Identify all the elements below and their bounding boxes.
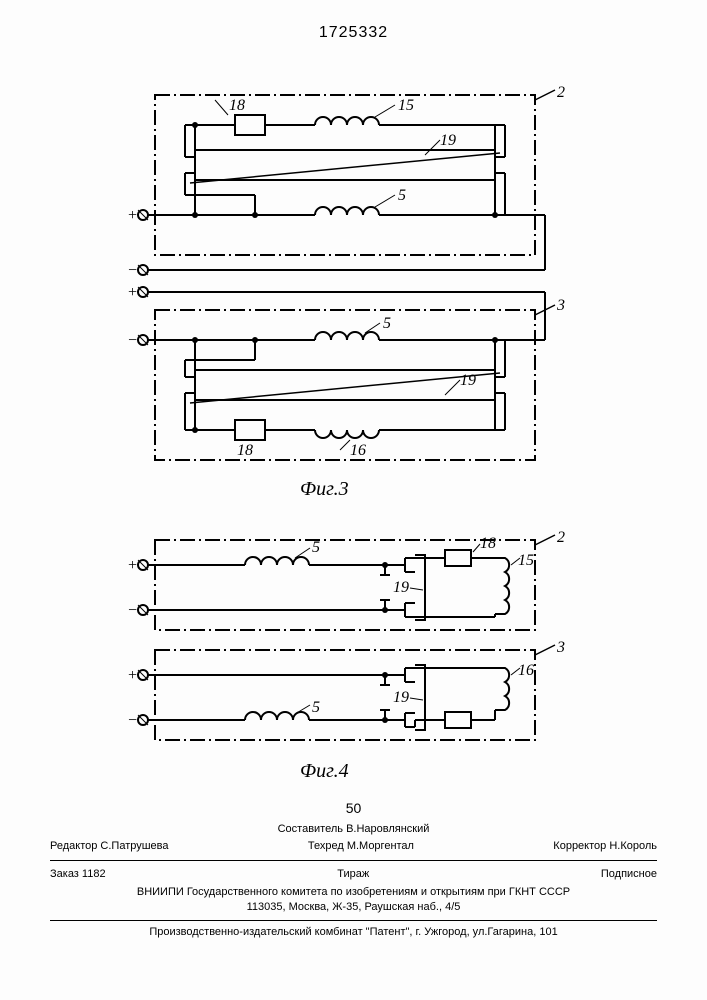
ref-3-f4: 3	[556, 639, 565, 656]
plus-terminal: +	[127, 207, 138, 224]
label-5-bot: 5	[383, 315, 391, 332]
label-19-bot: 19	[460, 372, 476, 389]
patent-number: 1725332	[0, 24, 707, 42]
label-19-top: 19	[440, 132, 456, 149]
corr-name: Н.Король	[609, 840, 657, 852]
compiler-name: В.Наровлянский	[346, 823, 429, 835]
label-18-f4a: 18	[480, 535, 496, 552]
svg-text:−: −	[127, 602, 138, 619]
patent-page: 1725332 2 + − 18 15 19	[0, 0, 707, 1000]
svg-text:+: +	[127, 284, 138, 301]
order-label: Заказ	[50, 868, 79, 880]
ref-3: 3	[556, 297, 565, 314]
label-16-f4: 16	[518, 662, 534, 679]
label-15: 15	[398, 97, 414, 114]
editor-name: С.Патрушева	[100, 840, 168, 852]
figure-4: 2 + − 5 19 18 15	[125, 530, 575, 760]
svg-text:−: −	[127, 712, 138, 729]
ref-2: 2	[557, 85, 565, 101]
label-5-f4b: 5	[312, 699, 320, 716]
label-19-f4a: 19	[393, 579, 409, 596]
figure-3: 2 + − 18 15 19	[125, 85, 575, 465]
footer-block: Составитель В.Наровлянский Редактор С.Па…	[50, 822, 657, 940]
label-18-top: 18	[229, 97, 245, 114]
label-5-top: 5	[398, 187, 406, 204]
tirage-label: Тираж	[337, 867, 369, 882]
ref-2-f4: 2	[557, 530, 565, 546]
compiler-label: Составитель	[278, 823, 343, 835]
tech-label: Техред	[308, 840, 344, 852]
svg-text:+: +	[127, 667, 138, 684]
tech-name: М.Моргентал	[347, 840, 414, 852]
label-5-f4a: 5	[312, 539, 320, 556]
org-line: ВНИИПИ Государственного комитета по изоб…	[50, 885, 657, 900]
fig4-label: Фиг.4	[300, 760, 349, 783]
addr1-line: 113035, Москва, Ж-35, Раушская наб., 4/5	[50, 900, 657, 915]
label-15-f4: 15	[518, 552, 534, 569]
label-19-f4b: 19	[393, 689, 409, 706]
svg-text:+: +	[127, 557, 138, 574]
order-num: 1182	[82, 868, 106, 880]
corr-label: Корректор	[553, 840, 606, 852]
minus-terminal: −	[127, 262, 138, 279]
page-number: 50	[0, 800, 707, 816]
label-18-bot: 18	[237, 442, 253, 459]
fig3-label: Фиг.3	[300, 478, 349, 501]
producer-line: Производственно-издательский комбинат "П…	[50, 925, 657, 940]
sign-label: Подписное	[601, 867, 657, 882]
editor-label: Редактор	[50, 840, 97, 852]
svg-text:−: −	[127, 332, 138, 349]
label-16: 16	[350, 442, 366, 459]
